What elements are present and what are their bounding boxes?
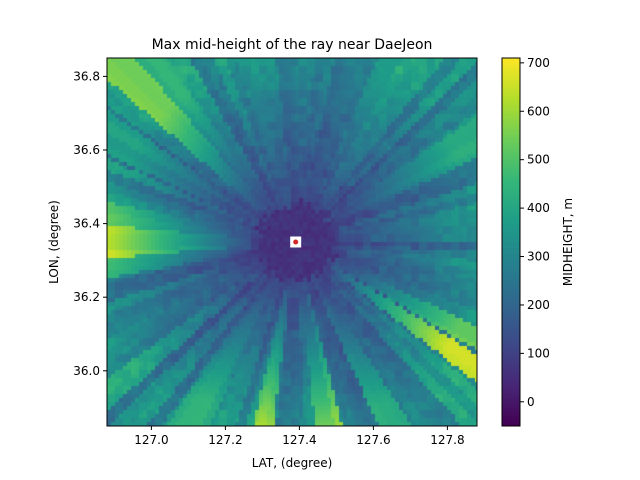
colorbar-gradient — [502, 58, 520, 426]
colorbar-tick-label: 500 — [527, 153, 550, 167]
chart-title: Max mid-height of the ray near DaeJeon — [152, 37, 433, 53]
colorbar-tick-label: 400 — [527, 201, 550, 215]
x-axis: 127.0 127.2 127.4 127.6 127.8 — [134, 426, 465, 447]
x-tick-label: 127.8 — [430, 433, 464, 447]
y-tick-label: 36.6 — [73, 143, 100, 157]
radar-site-dot — [293, 239, 299, 245]
colorbar-label: MIDHEIGHT, m — [561, 198, 575, 286]
x-axis-label: LAT, (degree) — [252, 456, 333, 470]
colorbar-tick-label: 600 — [527, 104, 550, 118]
y-tick-label: 36.4 — [73, 217, 100, 231]
colorbar: 0 100 200 300 400 500 600 700 MIDHEIGHT, m — [501, 56, 575, 427]
y-axis-label: LON, (degree) — [47, 200, 61, 284]
colorbar-tick-label: 200 — [527, 298, 550, 312]
x-tick-label: 127.0 — [134, 433, 168, 447]
y-tick-label: 36.0 — [73, 364, 100, 378]
colorbar-tick-label: 300 — [527, 250, 550, 264]
colorbar-tick-label: 700 — [527, 56, 550, 70]
plot-frame — [106, 57, 478, 427]
x-tick-label: 127.4 — [282, 433, 316, 447]
x-tick-label: 127.2 — [208, 433, 242, 447]
colorbar-frame — [501, 57, 521, 427]
y-axis: 36.0 36.2 36.4 36.6 36.8 — [73, 69, 107, 378]
colorbar-tick-label: 0 — [527, 395, 535, 409]
colorbar-ticks: 0 100 200 300 400 500 600 700 — [520, 56, 550, 409]
y-tick-label: 36.8 — [73, 69, 100, 83]
y-tick-label: 36.2 — [73, 290, 100, 304]
colorbar-tick-label: 100 — [527, 346, 550, 360]
radar-site-marker — [290, 236, 302, 248]
heatmap-plot — [106, 57, 478, 427]
x-tick-label: 127.6 — [356, 433, 390, 447]
